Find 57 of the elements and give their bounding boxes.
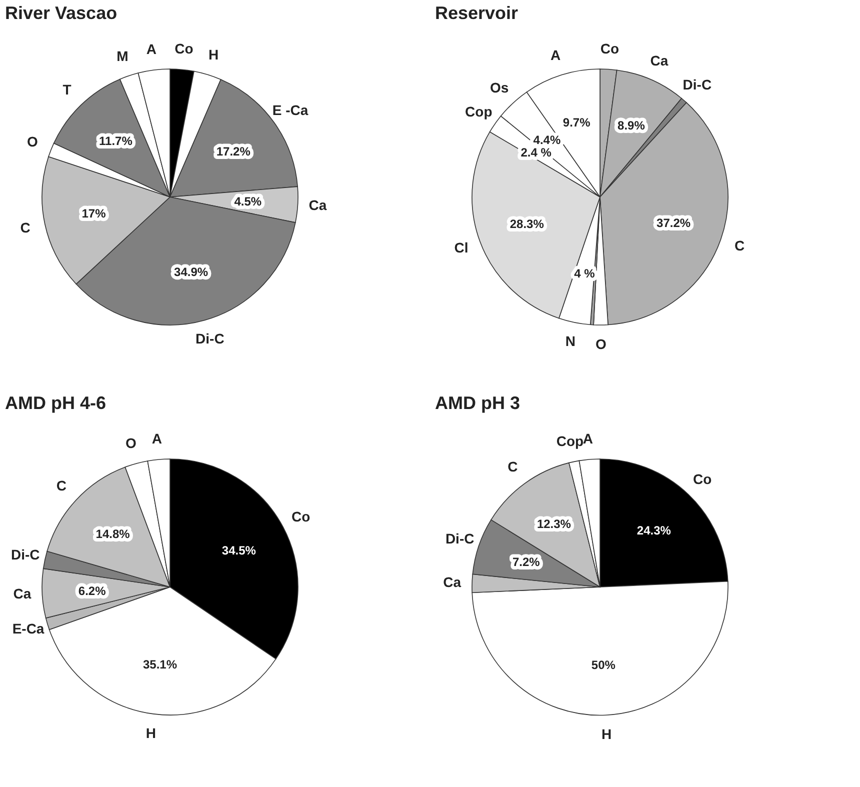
data-label: 9.7%: [562, 116, 591, 130]
data-label: 4.4%: [533, 132, 561, 147]
slice-label: M: [116, 48, 128, 64]
slice-label: Cl: [454, 239, 468, 256]
slice-label: C: [56, 477, 67, 494]
data-label: 11.7%: [99, 134, 133, 148]
data-label: 35.1%: [142, 657, 178, 672]
chart-title: AMD pH 4-6: [5, 393, 106, 413]
slice-label: Ca: [308, 196, 327, 213]
data-label: 24.3%: [636, 524, 672, 538]
slice-label: Cop: [556, 433, 584, 450]
slice-label: Co: [174, 40, 194, 57]
slice-label: A: [582, 430, 593, 446]
slice-label: Di-C: [10, 546, 40, 563]
slice-label: C: [20, 219, 30, 236]
data-label: 14.8%: [96, 526, 130, 541]
slice-label: C: [734, 237, 745, 254]
chart-title: River Vascao: [5, 3, 118, 23]
slice-label: H: [601, 726, 612, 742]
slice-label: Co: [600, 40, 620, 56]
data-label: 37.2%: [656, 216, 691, 230]
slice-label: A: [550, 46, 561, 63]
slice-label: Ca: [13, 585, 32, 602]
slice-label: E -Ca: [272, 102, 308, 118]
slice-label: Di-C: [196, 330, 224, 347]
slice-label: C: [508, 458, 518, 475]
data-label: 34.9%: [174, 265, 208, 280]
data-label: 17%: [82, 206, 106, 221]
data-label: 7.2%: [512, 554, 540, 569]
slice-label: Co: [291, 508, 310, 525]
slice-label: Co: [692, 471, 712, 488]
slice-label: Ca: [443, 574, 462, 590]
data-label: 12.3%: [536, 517, 572, 532]
slice-label: Di-C: [445, 530, 474, 546]
data-label: 6.2%: [78, 584, 106, 598]
data-label: 17.2%: [216, 144, 251, 159]
slice-label: O: [595, 336, 606, 352]
data-label: 4.5%: [234, 194, 262, 209]
data-label: 8.9%: [618, 118, 646, 133]
slice-label: Di-C: [682, 76, 712, 92]
data-label: 28.3%: [510, 217, 544, 232]
slice-label: O: [26, 134, 38, 150]
data-label: 50%: [591, 658, 616, 672]
chart-title: AMD pH 3: [435, 393, 520, 413]
slice-label: O: [126, 435, 136, 452]
slice-label: E-Ca: [12, 620, 44, 637]
data-label: 34.5%: [222, 544, 256, 558]
chart-title: Reservoir: [435, 3, 518, 23]
slice-label: H: [208, 46, 219, 63]
slice-label: H: [146, 724, 156, 741]
slice-label: A: [146, 41, 157, 58]
slice-label: Os: [490, 79, 509, 96]
slice-label: N: [565, 333, 576, 350]
slice-label: Cop: [465, 103, 492, 120]
slice-label: A: [152, 430, 162, 447]
slice-label: Ca: [650, 52, 668, 68]
slice-label: T: [62, 82, 72, 98]
